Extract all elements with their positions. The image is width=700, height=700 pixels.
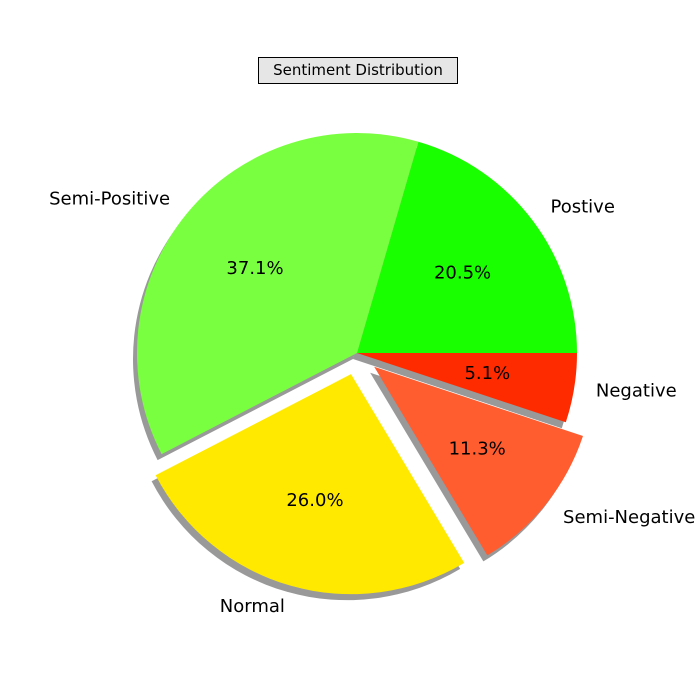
slice-percent-normal: 26.0% (286, 490, 343, 511)
slice-label-semi-negative: Semi-Negative (563, 507, 695, 528)
slice-label-semi-positive: Semi-Positive (49, 188, 170, 209)
slice-label-postive: Postive (551, 197, 615, 218)
pie-slice-normal (155, 374, 465, 595)
slice-percent-negative: 5.1% (464, 363, 510, 384)
slice-percent-postive: 20.5% (434, 263, 491, 284)
chart-title: Sentiment Distribution (258, 57, 458, 84)
slice-label-normal: Normal (220, 596, 285, 617)
pie-slice-postive (357, 141, 577, 353)
slice-percent-semi-positive: 37.1% (226, 258, 283, 279)
pie-slice-semi-positive (136, 132, 419, 455)
slice-label-negative: Negative (596, 381, 677, 402)
label-layer: Postive 20.5% Semi-Positive 37.1% Normal 26.0… (49, 188, 695, 617)
pie-slice-semi-negative (374, 366, 583, 556)
slice-percent-semi-negative: 11.3% (449, 438, 506, 459)
pie-slice-negative (357, 353, 577, 423)
slice-layer (136, 132, 583, 595)
